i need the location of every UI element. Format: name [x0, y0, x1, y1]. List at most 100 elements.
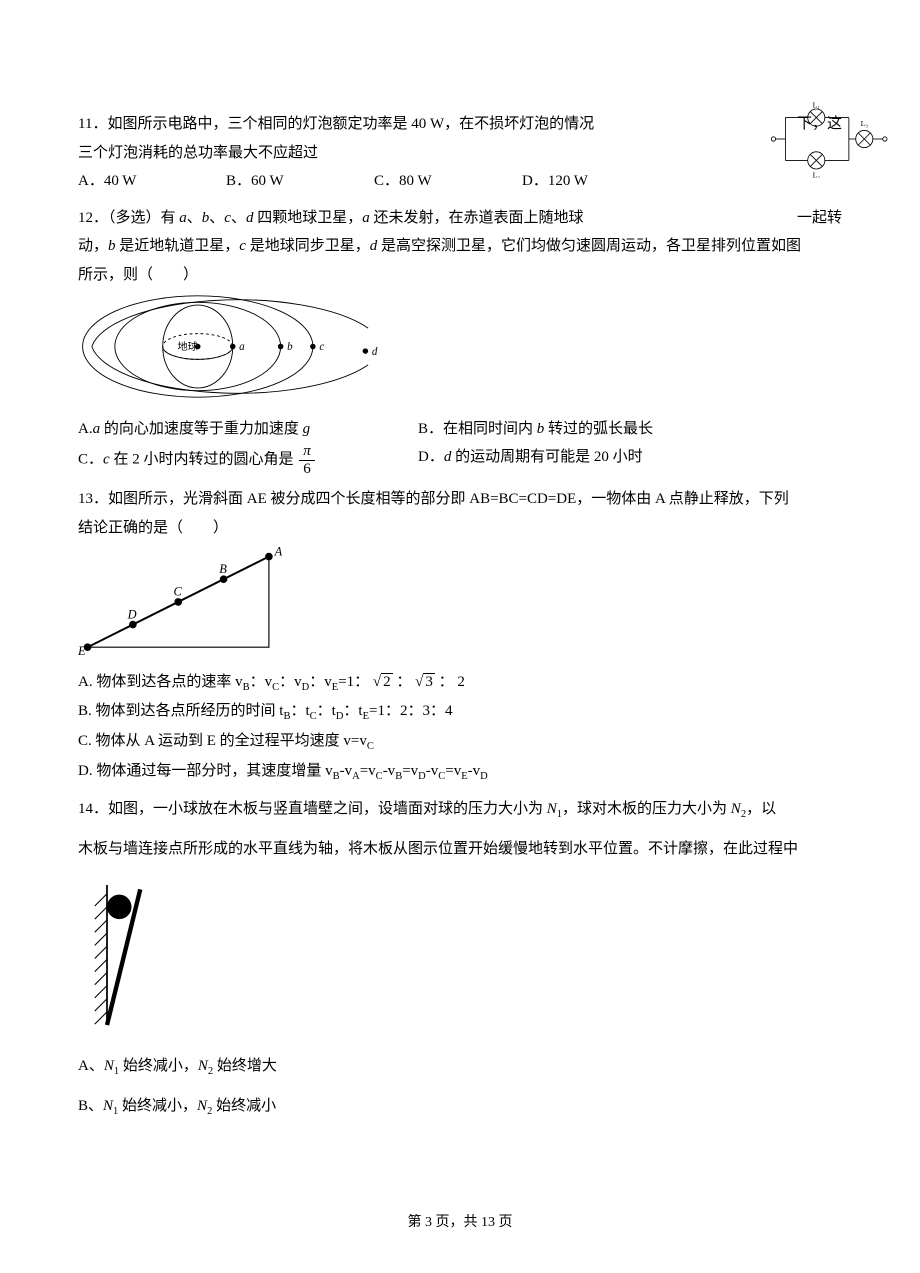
svg-text:D: D [127, 608, 137, 622]
q14-opt-b: B、N1 始终减小，N2 始终减小 [78, 1092, 842, 1122]
q14-l1b: ，球对木板的压力大小为 [562, 801, 731, 817]
q12-c1: c [224, 210, 231, 226]
q14A-N2: N [198, 1058, 208, 1074]
q13-line2: 结论正确的是（ ） [78, 514, 842, 543]
q13D-m4: -v [468, 763, 481, 779]
q14B-a: B、 [78, 1098, 103, 1114]
svg-text:地球: 地球 [177, 340, 197, 353]
q11-text-a: 11．如图所示电路中，三个相同的灯泡额定功率是 40 W，在不损坏灯泡的情况 [78, 116, 594, 132]
q14B-b: 始终减小， [118, 1098, 197, 1114]
svg-text:L₂: L₂ [813, 171, 821, 178]
q11-line1: 11．如图所示电路中，三个相同的灯泡额定功率是 40 W，在不损坏灯泡的情况 下… [78, 110, 842, 139]
svg-text:d: d [372, 346, 378, 358]
page-footer: 第 3 页，共 13 页 [0, 1210, 920, 1237]
q13B-sD: D [336, 711, 344, 722]
q12-l1a: 12．（多选）有 [78, 210, 179, 226]
q12-l2d: 是高空探测卫星，它们均做匀速圆周运动，各卫星排列位置如图 [377, 238, 801, 254]
q12-b2: b [108, 238, 116, 254]
q13D-sC: C [376, 771, 383, 782]
svg-text:A: A [274, 545, 283, 559]
q12-c3: c [103, 451, 110, 467]
svg-text:C: C [173, 585, 182, 599]
question-11: L₁ L₂ L₃ 11．如图所示电路中，三个相同的灯泡额定功率是 40 W，在不… [78, 110, 842, 196]
q12-after1: 一起转 [797, 204, 842, 233]
q14B-N1: N [103, 1098, 113, 1114]
q11-opt-a: A．40 W [78, 167, 226, 196]
q13A-sB: B [243, 682, 250, 693]
q13A-mid: =1： [338, 674, 373, 690]
q12-a3: a [93, 421, 101, 437]
q12-optA-b: 的向心加速度等于重力加速度 [100, 421, 303, 437]
q14-line1: 14．如图，一小球放在木板与竖直墙壁之间，设墙面对球的压力大小为 N1，球对木板… [78, 795, 842, 825]
q13C-sC: C [367, 741, 374, 752]
q12-opt-c: C．c 在 2 小时内转过的圆心角是 π6 [78, 443, 418, 477]
q14A-N1: N [104, 1058, 114, 1074]
q14-N2a: N [731, 801, 741, 817]
q12-optC-a: C． [78, 451, 103, 467]
q13D-m2: -v [383, 763, 396, 779]
q13-opt-c: C. 物体从 A 运动到 E 的全过程平均速度 v=vC [78, 727, 842, 757]
q13A-c2: ：v [279, 674, 302, 690]
svg-text:B: B [219, 562, 227, 576]
footer-mid: 页，共 [432, 1215, 481, 1230]
q13D-m1: -v [340, 763, 353, 779]
q13A-a: A. 物体到达各点的速率 v [78, 674, 243, 690]
q12-l1c: 还未发射，在赤道表面上随地球 [370, 210, 584, 226]
q12-opts-row2: C．c 在 2 小时内转过的圆心角是 π6 D．d 的运动周期有可能是 20 小… [78, 443, 842, 477]
footer-page: 3 [425, 1215, 432, 1230]
q13B-end: =1：2：3：4 [369, 703, 452, 719]
q13D-e1: =v [360, 763, 376, 779]
footer-total: 13 [481, 1215, 495, 1230]
q13B-a: B. 物体到达各点所经历的时间 t [78, 703, 283, 719]
q14A-a: A、 [78, 1058, 104, 1074]
q12-l2b: 是近地轨道卫星， [116, 238, 240, 254]
q12-optB-a: B．在相同时间内 [418, 421, 537, 437]
question-13: 13．如图所示，光滑斜面 AE 被分成四个长度相等的部分即 AB=BC=CD=D… [78, 485, 842, 787]
q12-opts-row1: A.a 的向心加速度等于重力加速度 g B．在相同时间内 b 转过的弧长最长 [78, 415, 842, 444]
q11-options: A．40 W B．60 W C．80 W D．120 W [78, 167, 842, 196]
q13D-sD2: D [480, 771, 488, 782]
q12-optB-b: 转过的弧长最长 [544, 421, 653, 437]
q11-opt-d: D．120 W [522, 167, 588, 196]
q13-opt-d: D. 物体通过每一部分时，其速度增量 vB-vA=vC-vB=vD-vC=vE-… [78, 757, 842, 787]
q13D-a: D. 物体通过每一部分时，其速度增量 v [78, 763, 333, 779]
q12-line2: 动，b 是近地轨道卫星，c 是地球同步卫星，d 是高空探测卫星，它们均做匀速圆周… [78, 232, 842, 261]
question-12: 12．（多选）有 a、b、c、d 四颗地球卫星，a 还未发射，在赤道表面上随地球… [78, 204, 842, 478]
q14B-c: 始终减小 [212, 1098, 276, 1114]
q11-circuit-figure: L₁ L₂ L₃ [770, 100, 890, 189]
circuit-diagram: L₁ L₂ L₃ [770, 100, 890, 178]
q13C-a: C. 物体从 A 运动到 E 的全过程平均速度 v=v [78, 733, 367, 749]
wall-ball-diagram [86, 880, 156, 1030]
q11-line2: 三个灯泡消耗的总功率最大不应超过 [78, 139, 842, 168]
footer-prefix: 第 [408, 1215, 426, 1230]
q14B-N2: N [197, 1098, 207, 1114]
q14-l1c: ，以 [746, 801, 776, 817]
svg-text:b: b [287, 341, 293, 353]
q12-optD-a: D． [418, 449, 444, 465]
q11-opt-c: C．80 W [374, 167, 522, 196]
svg-text:L₁: L₁ [813, 100, 821, 109]
q12-optA-a: A. [78, 421, 93, 437]
incline-diagram: A B C D E [78, 542, 288, 657]
q12-line1: 12．（多选）有 a、b、c、d 四颗地球卫星，a 还未发射，在赤道表面上随地球… [78, 204, 842, 233]
q13A-c3: ：v [309, 674, 332, 690]
q13D-e3: =v [445, 763, 461, 779]
q13D-sB: B [333, 771, 340, 782]
q13B-sC: C [310, 711, 317, 722]
q13-opt-b: B. 物体到达各点所经历的时间 tB：tC：tD：tE=1：2：3：4 [78, 697, 842, 727]
sqrt3-r: 3 [423, 673, 435, 690]
frac-den: 6 [299, 461, 315, 478]
footer-suffix: 页 [495, 1215, 513, 1230]
question-14: 14．如图，一小球放在木板与竖直墙壁之间，设墙面对球的压力大小为 N1，球对木板… [78, 795, 842, 1122]
q12-s3: 、 [231, 210, 246, 226]
q12-c2: c [239, 238, 246, 254]
q12-optD-b: 的运动周期有可能是 20 小时 [451, 449, 642, 465]
q12-a2: a [362, 210, 370, 226]
q13-opt-a: A. 物体到达各点的速率 vB：vC：vD：vE=1： √2 ： √3 ： 2 [78, 668, 842, 698]
sqrt2-r: 2 [381, 673, 393, 690]
q13-line1: 13．如图所示，光滑斜面 AE 被分成四个长度相等的部分即 AB=BC=CD=D… [78, 485, 842, 514]
q14-opt-a: A、N1 始终减小，N2 始终增大 [78, 1052, 842, 1082]
q11-opt-b: B．60 W [226, 167, 374, 196]
q14A-b: 始终减小， [119, 1058, 198, 1074]
q13A-sep1: ： [393, 674, 416, 690]
